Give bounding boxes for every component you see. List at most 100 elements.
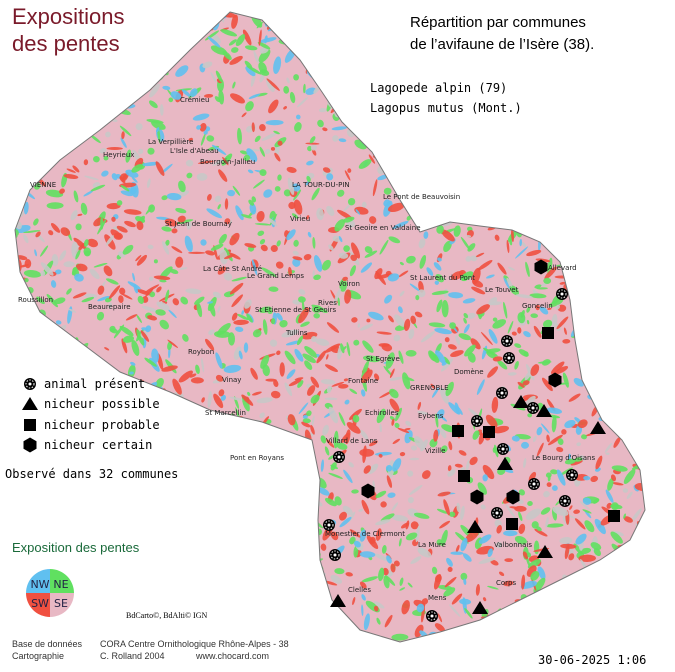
slope-patch (247, 391, 251, 396)
slope-patch (289, 91, 296, 104)
slope-patch (558, 177, 570, 183)
slope-patch (58, 105, 67, 121)
place: Echirolles (365, 409, 399, 417)
slope-patch (45, 486, 53, 491)
slope-patch (537, 566, 546, 580)
slope-patch (328, 406, 339, 424)
slope-patch (132, 272, 136, 282)
slope-patch (343, 86, 346, 91)
slope-patch (633, 373, 645, 384)
slope-patch (634, 342, 645, 355)
slope-patch (307, 385, 316, 396)
slope-patch (141, 306, 159, 313)
slope-patch (347, 197, 356, 206)
slope-patch (243, 555, 249, 560)
slope-patch (631, 155, 640, 164)
slope-patch (592, 30, 610, 34)
slope-patch (628, 398, 635, 405)
slope-patch (197, 160, 214, 164)
slope-patch (268, 571, 281, 580)
slope-patch (255, 505, 270, 514)
slope-patch (604, 442, 613, 453)
slope-patch (449, 322, 457, 330)
slope-patch (241, 394, 254, 406)
place: Eybens (418, 412, 444, 420)
legend-label: nicheur possible (44, 397, 160, 411)
slope-patch (344, 289, 352, 304)
place: St Marcellin (205, 409, 246, 417)
slope-patch (435, 274, 445, 283)
slope-patch (476, 304, 490, 315)
slope-patch (389, 398, 400, 412)
slope-patch (604, 23, 615, 29)
slope-patch (604, 100, 617, 109)
slope-patch (92, 589, 108, 596)
slope-patch (159, 104, 164, 116)
slope-patch (118, 295, 124, 303)
slope-patch (584, 82, 590, 88)
slope-patch (175, 65, 189, 77)
slope-patch (594, 518, 606, 535)
slope-patch (118, 565, 123, 573)
slope-patch (15, 573, 17, 583)
slope-patch (443, 587, 456, 597)
slope-patch (263, 496, 275, 503)
slope-patch (615, 621, 629, 630)
slope-patch (599, 28, 604, 35)
slope-patch (331, 20, 347, 30)
slope-patch (475, 584, 480, 596)
slope-patch (612, 239, 619, 248)
place: Rives (318, 299, 337, 307)
slope-patch (183, 570, 196, 574)
slope-patch (467, 243, 476, 252)
slope-patch (108, 302, 113, 309)
slope-patch (159, 496, 166, 511)
slope-patch (121, 338, 128, 354)
slope-patch (597, 164, 614, 170)
slope-patch (492, 356, 503, 362)
slope-patch (578, 554, 596, 563)
slope-patch (333, 288, 341, 305)
slope-patch (351, 85, 358, 91)
slope-patch (527, 500, 533, 507)
slope-patch (634, 603, 638, 613)
slope-patch (226, 438, 232, 443)
slope-patch (235, 585, 252, 595)
slope-patch (30, 616, 37, 623)
slope-patch (320, 459, 324, 472)
slope-patch (212, 33, 221, 44)
slope-patch (93, 481, 100, 488)
place: La Verpillière (148, 138, 193, 146)
place: Goncelin (522, 302, 553, 310)
slope-patch (326, 385, 332, 394)
slope-patch (208, 426, 217, 438)
slope-patch (160, 546, 170, 564)
slope-patch (532, 94, 542, 107)
slope-patch (37, 330, 49, 337)
slope-patch (245, 552, 253, 556)
slope-patch (203, 443, 208, 449)
slope-patch (43, 326, 59, 331)
slope-patch (305, 181, 310, 186)
slope-patch (87, 501, 94, 508)
slope-patch (590, 475, 599, 483)
symbol-present (337, 455, 341, 459)
slope-patch (606, 502, 612, 509)
slope-patch (432, 183, 438, 189)
slope-patch (464, 607, 473, 619)
slope-patch (591, 280, 596, 291)
slope-patch (288, 616, 299, 629)
slope-patch (492, 425, 510, 434)
slope-patch (364, 246, 373, 254)
slope-patch (190, 556, 200, 571)
slope-patch (465, 256, 472, 262)
slope-patch (399, 587, 406, 591)
symbol-present (531, 406, 535, 410)
slope-patch (50, 280, 57, 288)
slope-patch (618, 305, 623, 312)
slope-patch (122, 335, 135, 343)
slope-patch (103, 265, 113, 277)
slope-patch (521, 241, 527, 248)
slope-patch (368, 154, 376, 164)
slope-patch (17, 151, 24, 163)
